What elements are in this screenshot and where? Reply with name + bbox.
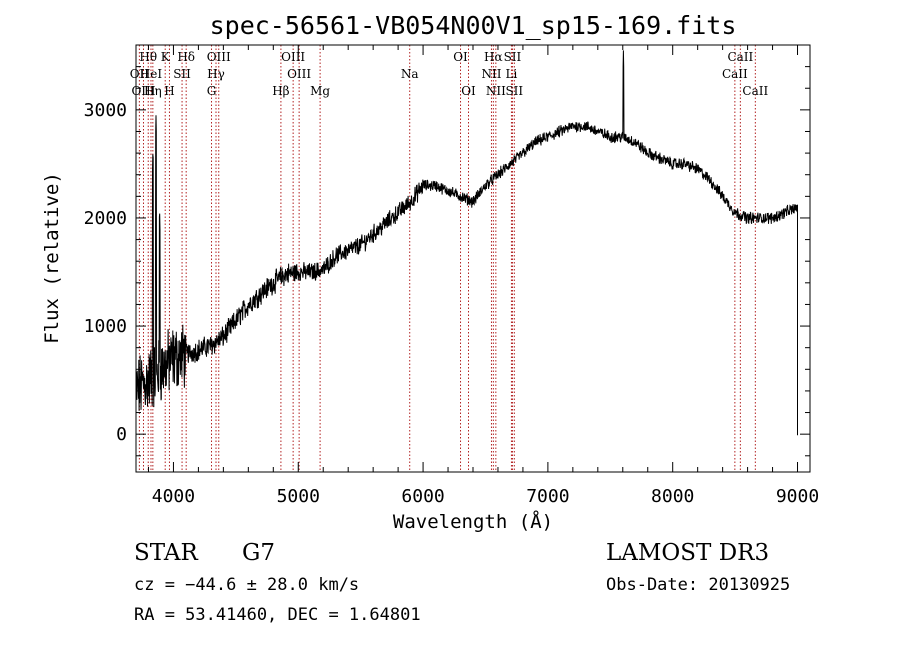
line-label-25: CaII [727,50,753,64]
object-type: STAR [134,540,198,566]
y-tick-label-3000: 3000 [84,100,127,121]
line-label-layer: Hθ OII OIII HeI Hη K H SII Hδ OIII Hγ G OIII OIII Hβ Mg… [130,50,769,98]
y-tick-label-2000: 2000 [84,208,127,229]
line-label-8: Hδ [177,50,195,64]
x-tick-label-6000: 6000 [401,486,444,507]
line-label-13: OIII [287,67,311,81]
spectrum-line [135,50,798,436]
line-label-24: SII [505,84,523,98]
spectrum-layer [135,50,798,436]
line-label-18: OI [461,84,476,98]
line-label-26: CaII [722,67,748,81]
x-tick-label-7000: 7000 [526,486,569,507]
x-tick-label-9000: 9000 [776,486,819,507]
line-label-2: OIII [131,84,155,98]
line-label-6: H [164,84,174,98]
redshift-line: cz = −44.6 ± 28.0 km/s [134,575,359,595]
coordinates: RA = 53.41460, DEC = 1.64801 [134,605,421,625]
line-label-10: Hγ [207,67,225,81]
object-subclass: G7 [242,540,275,566]
survey-name: LAMOST DR3 [606,540,769,566]
x-axis-label: Wavelength (Å) [393,510,553,533]
line-label-12: OIII [281,50,305,64]
x-tick-label-5000: 5000 [277,486,320,507]
line-label-19: Hα [484,50,503,64]
line-label-15: Mg [310,84,330,98]
plot-frame [135,44,811,473]
line-label-17: OI [453,50,468,64]
x-tick-label-8000: 8000 [651,486,694,507]
line-label-23: NII [486,84,506,98]
axis-ticks: 4000 5000 6000 7000 8000 9000 0 1000 2000 3000 [84,45,819,507]
line-label-9: OIII [207,50,231,64]
line-label-5: K [161,50,171,64]
line-label-14: Hβ [272,84,289,98]
line-marker-layer [138,45,756,472]
line-label-11: G [207,84,217,98]
line-label-20: SII [504,50,522,64]
y-tick-label-1000: 1000 [84,316,127,337]
x-tick-label-4000: 4000 [152,486,195,507]
line-label-21: NII [481,67,501,81]
line-label-16: Na [401,67,419,81]
observation-date: Obs-Date: 20130925 [606,575,790,595]
y-tick-label-0: 0 [116,424,127,445]
y-axis-label: Flux (relative) [41,172,63,344]
line-label-4: Hη [144,84,162,98]
line-label-0: Hθ [139,50,157,64]
line-label-7: SII [173,67,191,81]
line-label-1: OII [130,67,150,81]
line-label-27: CaII [742,84,768,98]
line-label-3: HeI [140,67,163,81]
line-label-22: Li [506,67,518,81]
chart-title: spec-56561-VB054N00V1_sp15-169.fits [210,11,737,40]
